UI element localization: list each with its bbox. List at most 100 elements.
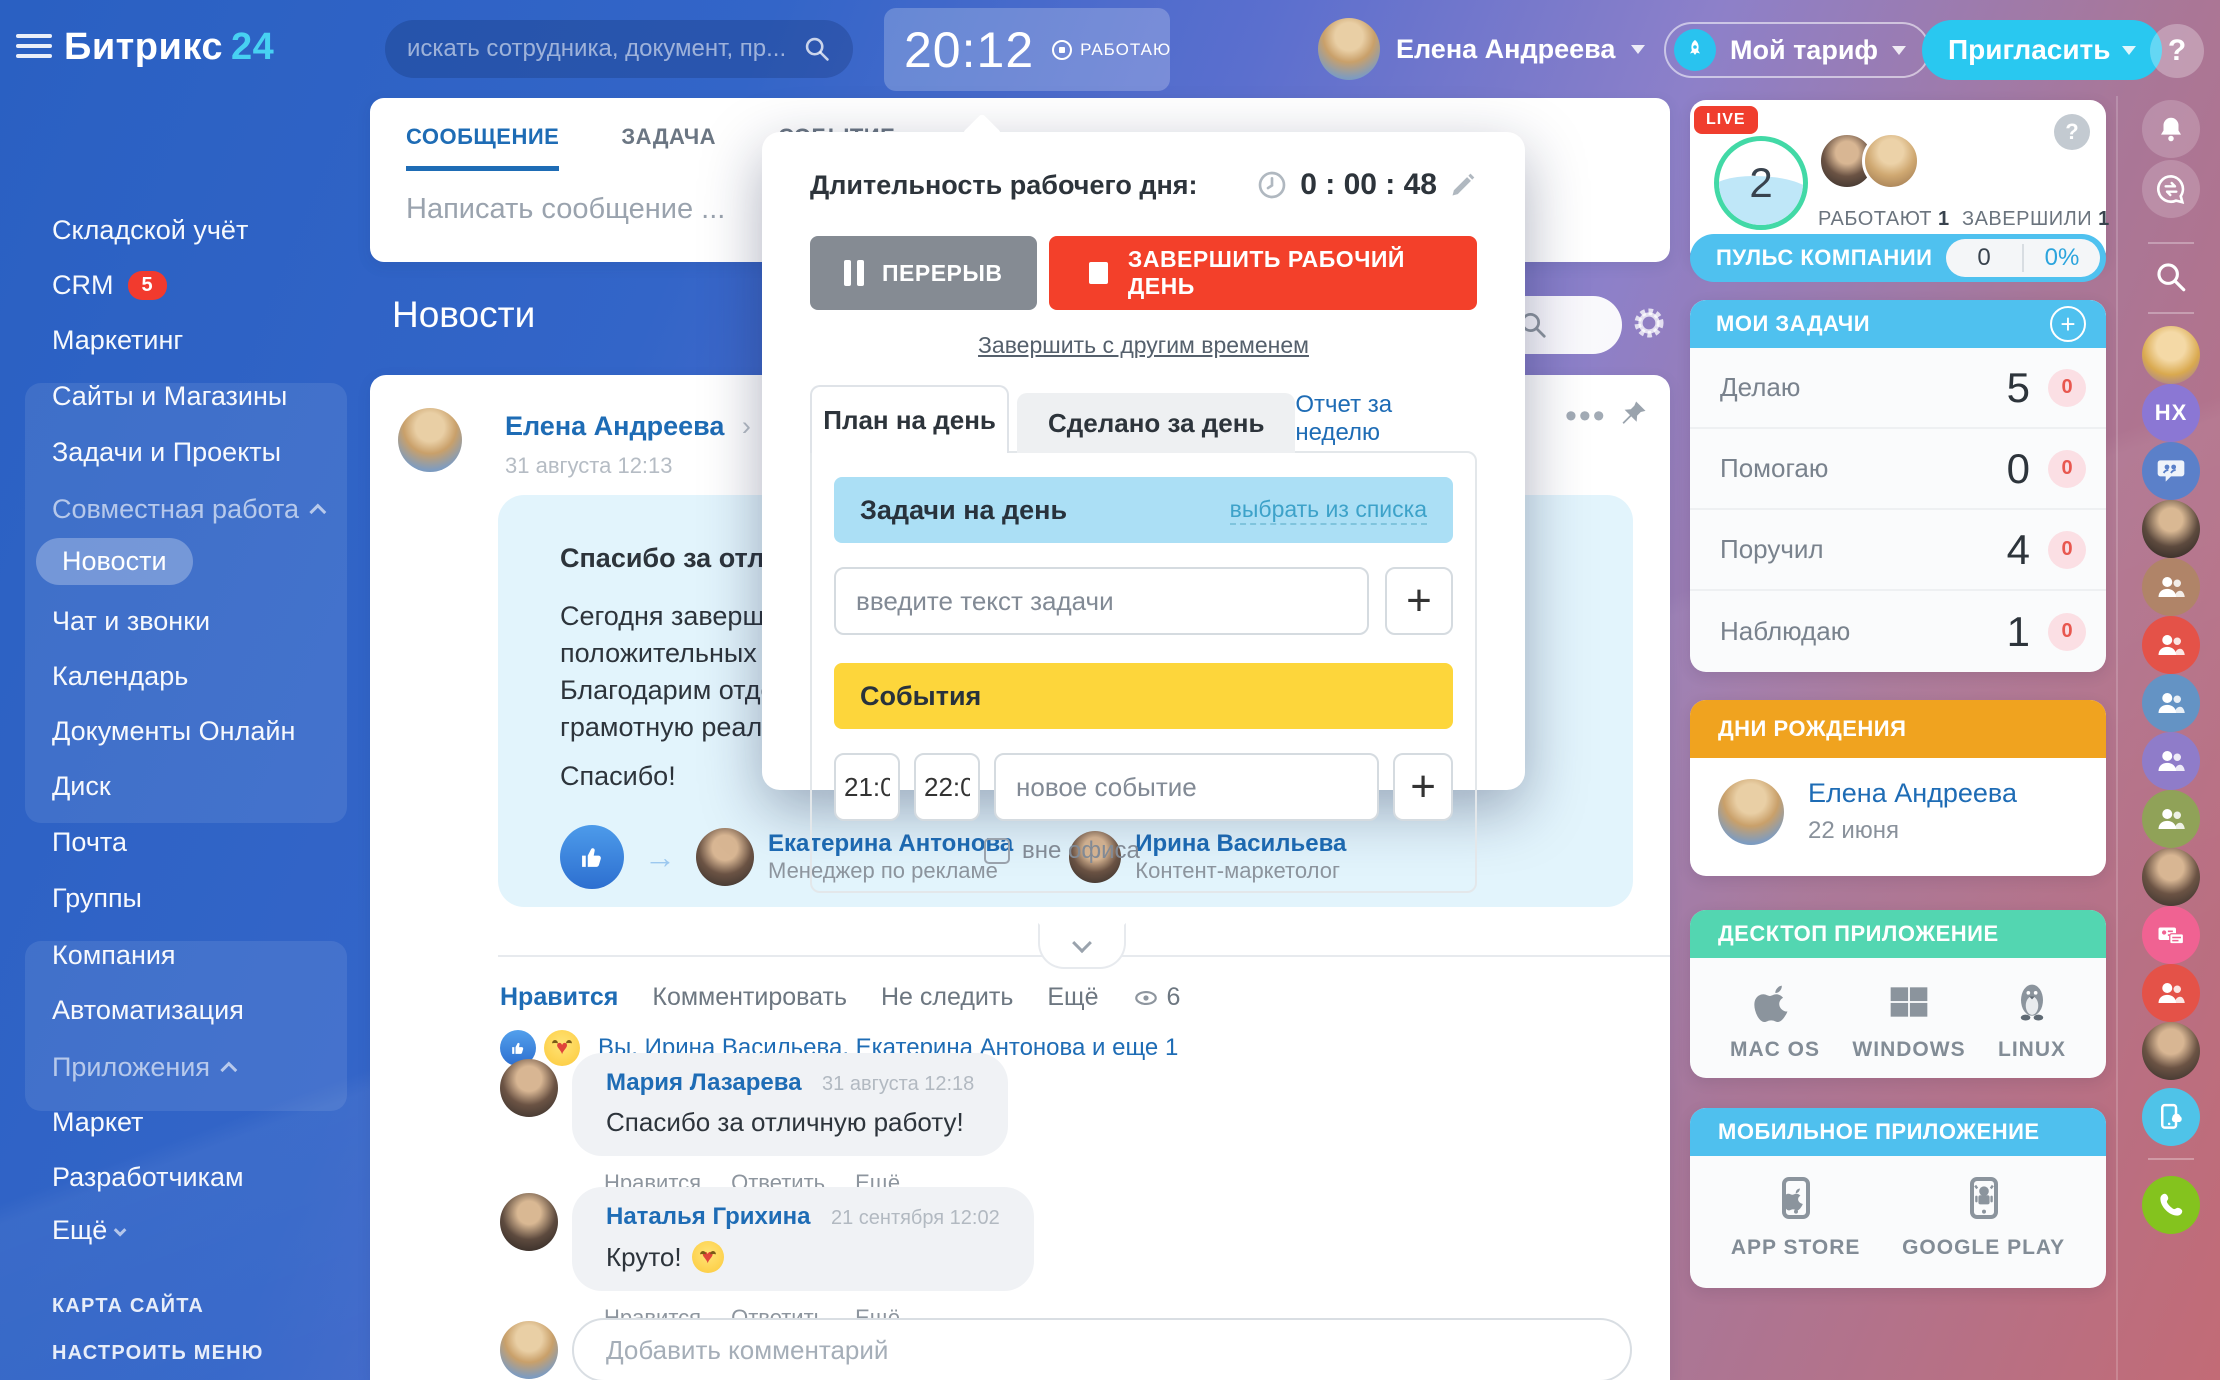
post-author-link[interactable]: Елена Андреева	[505, 411, 725, 441]
sidebar-item-mail[interactable]: Почта	[52, 827, 127, 857]
sidebar-item-market[interactable]: Маркет	[52, 1107, 144, 1137]
reaction-love-icon[interactable]: ♥	[544, 1030, 580, 1066]
group-chat-icon[interactable]	[2142, 442, 2200, 500]
global-search[interactable]	[385, 20, 853, 78]
compose-tab-message[interactable]: СООБЩЕНИЕ	[406, 124, 560, 171]
hx-badge[interactable]: HX	[2142, 384, 2200, 442]
workday-timer-widget[interactable]: 20:12 РАБОТАЮ	[884, 8, 1170, 91]
sidebar-link-sitemap[interactable]: КАРТА САЙТА	[52, 1295, 205, 1317]
invite-button[interactable]: Пригласить	[1922, 20, 2163, 80]
like-thumb-icon[interactable]	[560, 825, 624, 889]
download-macos[interactable]: MAC OS	[1730, 980, 1820, 1062]
people-group-icon[interactable]	[2142, 558, 2200, 616]
sidebar-item-marketing[interactable]: Маркетинг	[52, 325, 184, 355]
sidebar-item-warehouse[interactable]: Складской учёт	[52, 215, 249, 245]
sidebar-item-news-active[interactable]: Новости	[36, 538, 193, 585]
task-row[interactable]: Наблюдаю 1 0	[1690, 591, 2106, 672]
pencil-icon[interactable]	[1449, 171, 1477, 199]
post-action-comment[interactable]: Комментировать	[652, 983, 847, 1011]
tariff-button[interactable]: Мой тариф	[1664, 22, 1931, 78]
mobile-cloud-icon[interactable]	[2142, 1088, 2200, 1146]
avatar[interactable]	[2142, 326, 2200, 384]
sidebar-link-configure-menu[interactable]: НАСТРОИТЬ МЕНЮ	[52, 1342, 264, 1364]
sidebar-item-tasks[interactable]: Задачи и Проекты	[52, 437, 282, 467]
sidebar-item-automation[interactable]: Автоматизация	[52, 995, 244, 1025]
task-row[interactable]: Поручил 4 0	[1690, 510, 2106, 591]
sidebar-section-collab[interactable]: Совместная работа	[52, 494, 327, 525]
global-search-input[interactable]	[407, 35, 803, 63]
recipient[interactable]: Ирина Васильева Контент-маркетолог	[1069, 830, 1346, 884]
avatar[interactable]	[2142, 500, 2200, 558]
birthday-person-link[interactable]: Елена Андреева	[1808, 778, 2017, 808]
avatar[interactable]	[1718, 778, 1784, 845]
task-row[interactable]: Делаю 5 0	[1690, 348, 2106, 429]
compose-tab-task[interactable]: ЗАДАЧА	[621, 124, 717, 149]
sidebar-item-more[interactable]: Ещё	[52, 1215, 127, 1246]
tab-day-plan[interactable]: План на день	[810, 385, 1010, 453]
download-googleplay[interactable]: GOOGLE PLAY	[1902, 1174, 2065, 1260]
help-button[interactable]: ?	[2150, 24, 2204, 78]
post-action-more[interactable]: Ещё	[1047, 983, 1099, 1011]
event-time-to-input[interactable]	[914, 753, 980, 821]
add-event-button[interactable]: +	[1393, 753, 1453, 821]
add-comment-input[interactable]	[572, 1318, 1632, 1380]
post-action-unfollow[interactable]: Не следить	[880, 983, 1014, 1011]
pin-icon[interactable]	[1618, 399, 1648, 434]
rail-search-icon[interactable]	[2142, 248, 2200, 306]
user-menu[interactable]: Елена Андреева	[1318, 18, 1646, 80]
finish-workday-button[interactable]: ЗАВЕРШИТЬ РАБОЧИЙ ДЕНЬ	[1048, 236, 1477, 310]
post-action-like[interactable]: Нравится	[500, 983, 619, 1011]
avatar[interactable]	[2142, 848, 2200, 906]
recipient-name[interactable]: Екатерина Антонова	[768, 830, 1014, 857]
help-icon[interactable]: ?	[2054, 114, 2090, 150]
download-windows[interactable]: WINDOWS	[1852, 980, 1965, 1062]
gear-icon[interactable]	[1632, 306, 1666, 345]
week-report-link[interactable]: Отчет за неделю	[1295, 391, 1393, 446]
sidebar-item-sites[interactable]: Сайты и Магазины	[52, 381, 288, 411]
people-group-icon[interactable]	[2142, 964, 2200, 1022]
company-pulse-widget[interactable]: ПУЛЬС КОМПАНИИ 0 0%	[1690, 234, 2106, 282]
avatar[interactable]	[500, 1193, 558, 1251]
download-linux[interactable]: LINUX	[1998, 980, 2066, 1062]
break-button[interactable]: ПЕРЕРЫВ	[810, 236, 1037, 310]
sidebar-item-company[interactable]: Компания	[52, 940, 176, 970]
people-group-icon[interactable]	[2142, 616, 2200, 674]
menu-hamburger-icon[interactable]	[16, 34, 52, 64]
app-logo[interactable]: Битрикс 24	[64, 26, 274, 69]
sidebar-item-calendar[interactable]: Календарь	[52, 661, 189, 691]
new-task-input[interactable]	[834, 567, 1369, 635]
download-appstore[interactable]: APP STORE	[1731, 1174, 1861, 1260]
finish-other-time-link[interactable]: Завершить с другим временем	[978, 332, 1309, 358]
avatar[interactable]	[398, 408, 462, 472]
people-group-icon[interactable]	[2142, 674, 2200, 732]
sidebar-item-groups[interactable]: Группы	[52, 883, 142, 913]
sidebar-item-chat[interactable]: Чат и звонки	[52, 606, 211, 636]
comment-author-link[interactable]: Мария Лазарева	[606, 1069, 802, 1096]
collapse-post-button[interactable]	[1038, 923, 1126, 969]
avatar[interactable]	[2142, 1022, 2200, 1080]
notifications-bell-icon[interactable]	[2142, 100, 2200, 158]
sidebar-section-apps[interactable]: Приложения	[52, 1052, 238, 1083]
comment-author-link[interactable]: Наталья Грихина	[606, 1203, 811, 1230]
add-task-button[interactable]: +	[1385, 567, 1453, 635]
pick-from-list-link[interactable]: выбрать из списка	[1229, 496, 1427, 525]
contact-card-icon[interactable]	[2142, 906, 2200, 964]
sidebar-item-developers[interactable]: Разработчикам	[52, 1162, 244, 1192]
new-event-input[interactable]	[994, 753, 1380, 821]
sidebar-item-crm[interactable]: CRM 5	[52, 270, 167, 301]
people-group-icon[interactable]	[2142, 790, 2200, 848]
recipient-name[interactable]: Ирина Васильева	[1135, 830, 1347, 857]
task-row[interactable]: Помогаю 0 0	[1690, 429, 2106, 510]
out-of-office-checkbox[interactable]	[984, 838, 1010, 864]
people-group-icon[interactable]	[2142, 732, 2200, 790]
tab-day-done[interactable]: Сделано за день	[1017, 393, 1296, 453]
avatar[interactable]	[500, 1059, 558, 1117]
sidebar-item-disk[interactable]: Диск	[52, 771, 111, 801]
event-time-from-input[interactable]	[834, 753, 900, 821]
post-more-icon[interactable]: •••	[1565, 397, 1607, 435]
add-task-icon[interactable]: +	[2050, 306, 2086, 342]
chat-transfer-icon[interactable]	[2142, 160, 2200, 218]
sidebar-item-docs[interactable]: Документы Онлайн	[52, 716, 296, 746]
phone-call-icon[interactable]	[2142, 1176, 2200, 1234]
recipient[interactable]: Екатерина Антонова Менеджер по рекламе	[696, 828, 1013, 886]
